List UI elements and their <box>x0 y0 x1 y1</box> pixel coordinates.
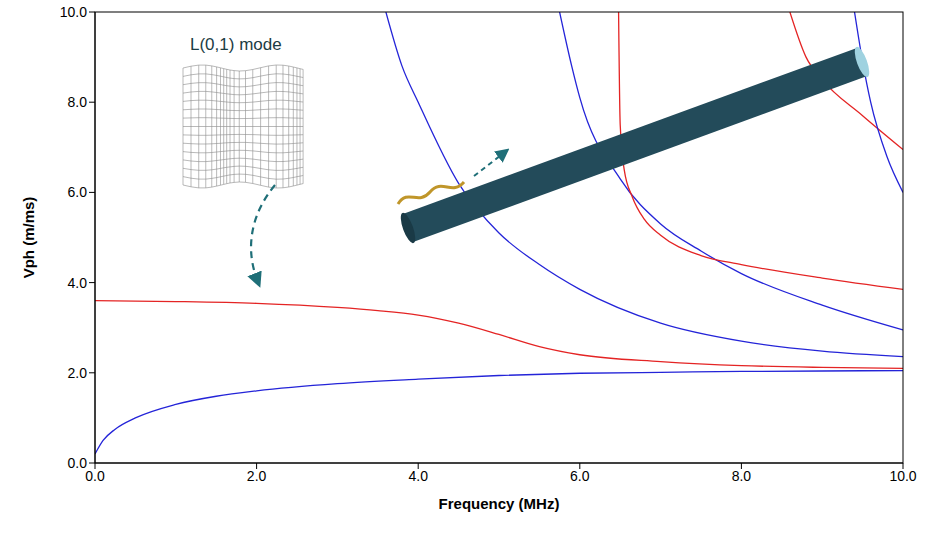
svg-text:Frequency (MHz): Frequency (MHz) <box>439 495 560 512</box>
svg-text:0.0: 0.0 <box>85 468 105 484</box>
svg-text:6.0: 6.0 <box>68 184 88 200</box>
svg-text:6.0: 6.0 <box>570 468 590 484</box>
svg-text:2.0: 2.0 <box>68 365 88 381</box>
svg-text:10.0: 10.0 <box>889 468 916 484</box>
svg-text:Vph (m/ms): Vph (m/ms) <box>20 197 37 279</box>
svg-text:4.0: 4.0 <box>408 468 428 484</box>
svg-text:8.0: 8.0 <box>68 94 88 110</box>
svg-text:8.0: 8.0 <box>732 468 752 484</box>
svg-text:0.0: 0.0 <box>68 455 88 471</box>
svg-text:2.0: 2.0 <box>247 468 267 484</box>
svg-text:L(0,1) mode: L(0,1) mode <box>190 35 282 54</box>
svg-text:4.0: 4.0 <box>68 275 88 291</box>
svg-text:10.0: 10.0 <box>60 4 87 20</box>
